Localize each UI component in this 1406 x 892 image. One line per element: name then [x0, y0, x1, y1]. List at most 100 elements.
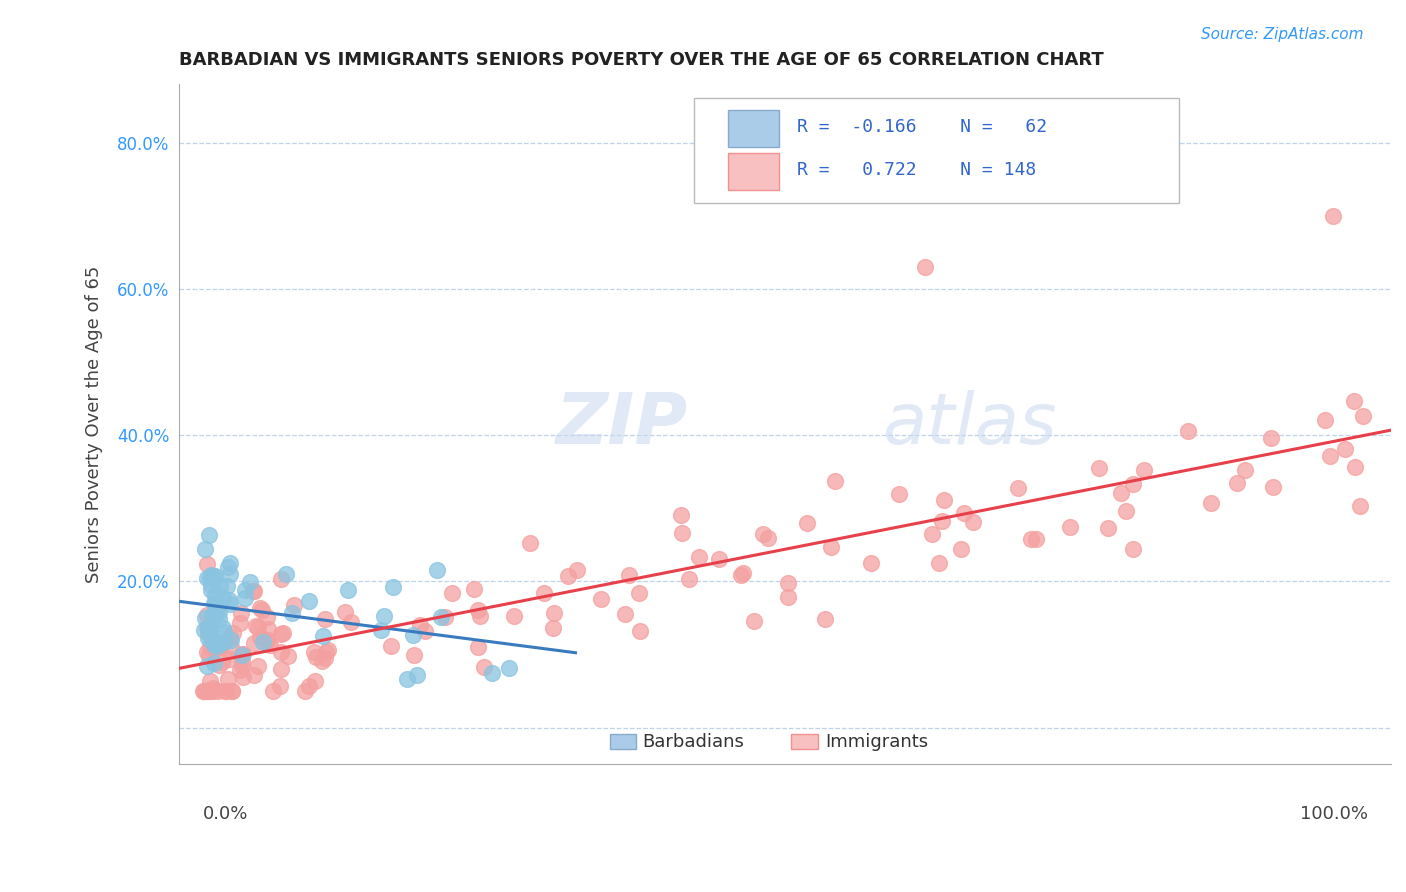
Point	[195, 620, 218, 634]
Point	[193, 624, 215, 638]
Point	[1019, 532, 1042, 546]
Point	[205, 599, 228, 614]
Point	[233, 583, 256, 598]
Point	[302, 645, 325, 659]
Point	[232, 648, 254, 662]
Text: Source: ZipAtlas.com: Source: ZipAtlas.com	[1201, 27, 1364, 42]
Point	[231, 654, 253, 668]
Point	[914, 260, 936, 274]
Point	[413, 624, 436, 638]
Point	[1353, 409, 1375, 424]
Point	[1319, 449, 1341, 463]
Point	[202, 568, 225, 582]
Point	[373, 608, 395, 623]
Point	[1322, 209, 1344, 223]
FancyBboxPatch shape	[610, 734, 636, 749]
Point	[205, 601, 228, 615]
Point	[214, 684, 236, 698]
Point	[217, 672, 239, 686]
Point	[239, 574, 262, 589]
Point	[208, 658, 231, 673]
Point	[229, 663, 252, 677]
Text: Immigrants: Immigrants	[825, 733, 928, 751]
Point	[249, 600, 271, 615]
Point	[277, 649, 299, 664]
Point	[314, 651, 336, 665]
Text: Barbadians: Barbadians	[643, 733, 744, 751]
Point	[467, 640, 489, 654]
Point	[207, 639, 229, 653]
Point	[1122, 476, 1144, 491]
Point	[953, 506, 976, 520]
Point	[731, 566, 754, 580]
Point	[931, 514, 953, 528]
Point	[242, 583, 264, 598]
Point	[218, 556, 240, 570]
Point	[204, 588, 226, 602]
Point	[298, 594, 321, 608]
Point	[195, 607, 218, 622]
Y-axis label: Seniors Poverty Over the Age of 65: Seniors Poverty Over the Age of 65	[86, 266, 103, 582]
Point	[198, 673, 221, 688]
Point	[1313, 413, 1336, 427]
Point	[197, 631, 219, 645]
Point	[1059, 520, 1081, 534]
Point	[207, 605, 229, 619]
Point	[197, 622, 219, 636]
Point	[204, 596, 226, 610]
Point	[202, 610, 225, 624]
Point	[212, 635, 235, 649]
Point	[824, 474, 846, 488]
Point	[221, 684, 243, 698]
Point	[426, 563, 449, 577]
Point	[339, 615, 361, 629]
Point	[208, 579, 231, 593]
Point	[195, 645, 218, 659]
Point	[211, 621, 233, 635]
Point	[283, 598, 305, 612]
Point	[709, 551, 731, 566]
Point	[441, 586, 464, 600]
Point	[215, 579, 238, 593]
Point	[271, 626, 294, 640]
Point	[211, 640, 233, 654]
Point	[207, 684, 229, 698]
Point	[198, 571, 221, 585]
Point	[502, 609, 524, 624]
Point	[219, 632, 242, 647]
Point	[1343, 393, 1365, 408]
Point	[776, 576, 799, 591]
Point	[613, 607, 636, 622]
Point	[197, 626, 219, 640]
Point	[242, 584, 264, 599]
Point	[193, 684, 215, 698]
Point	[1177, 424, 1199, 438]
Point	[628, 624, 651, 639]
Point	[259, 639, 281, 653]
Point	[207, 612, 229, 626]
Point	[1007, 481, 1029, 495]
Point	[191, 684, 214, 698]
Point	[776, 590, 799, 604]
Point	[887, 486, 910, 500]
Point	[270, 573, 292, 587]
Text: atlas: atlas	[882, 390, 1057, 458]
Text: BARBADIAN VS IMMIGRANTS SENIORS POVERTY OVER THE AGE OF 65 CORRELATION CHART: BARBADIAN VS IMMIGRANTS SENIORS POVERTY …	[180, 51, 1104, 69]
Point	[274, 566, 297, 581]
Point	[627, 586, 650, 600]
Point	[195, 659, 218, 673]
Point	[370, 623, 392, 637]
FancyBboxPatch shape	[728, 110, 779, 147]
Point	[404, 648, 426, 662]
Point	[1115, 504, 1137, 518]
Point	[217, 560, 239, 574]
Point	[194, 542, 217, 557]
Point	[472, 659, 495, 673]
Point	[498, 661, 520, 675]
Point	[557, 569, 579, 583]
Point	[1109, 486, 1132, 500]
Point	[256, 622, 278, 636]
Point	[921, 526, 943, 541]
Point	[204, 569, 226, 583]
Point	[194, 684, 217, 698]
